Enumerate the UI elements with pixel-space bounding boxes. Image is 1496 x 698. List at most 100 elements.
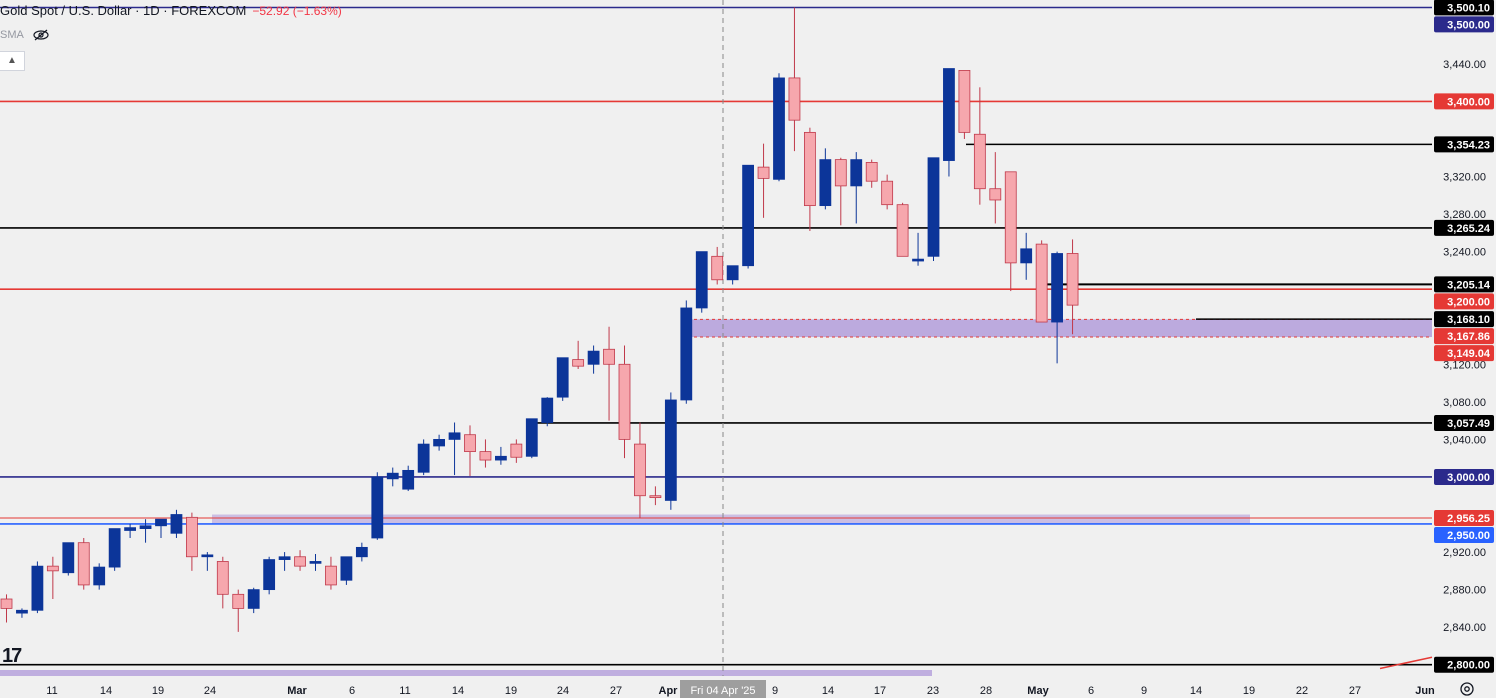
y-tick-label: 3,120.00 — [1443, 359, 1486, 371]
candle-body — [510, 443, 523, 458]
candle-body — [479, 451, 492, 461]
price-tag-label: 3,167.86 — [1447, 331, 1490, 343]
x-tick-label: 24 — [557, 685, 569, 697]
price-tag — [1434, 136, 1494, 153]
price-tag-label: 2,956.25 — [1447, 513, 1490, 525]
candle-body — [1004, 171, 1017, 264]
bottom-strip — [0, 670, 932, 676]
x-tick-label: 24 — [204, 685, 216, 697]
candle-body — [525, 418, 538, 457]
eye-off-icon[interactable] — [32, 28, 50, 42]
candle-body — [634, 443, 646, 497]
price-tag — [1434, 16, 1494, 33]
settings-gear-icon[interactable] — [1458, 680, 1476, 698]
candle-body — [417, 443, 430, 473]
y-tick-label: 3,280.00 — [1443, 209, 1486, 221]
x-tick-label: 11 — [46, 685, 57, 697]
candle-body — [294, 556, 306, 567]
x-tick-label: Apr — [659, 685, 679, 697]
candle-body — [680, 307, 693, 401]
price-tag — [1434, 328, 1494, 345]
candle-body — [325, 565, 337, 586]
candle-body — [1051, 253, 1063, 323]
candle-body — [464, 434, 476, 453]
candle-body — [0, 598, 13, 609]
x-tick-label: 14 — [1190, 685, 1202, 697]
y-tick-label: 2,880.00 — [1443, 585, 1486, 597]
candle-body — [572, 359, 585, 367]
candle-body — [726, 265, 739, 281]
trend-line — [1379, 656, 1433, 670]
x-tick-label: 14 — [100, 685, 112, 697]
candle-body — [927, 157, 940, 257]
y-tick-label: 2,840.00 — [1443, 622, 1486, 634]
tradingview-logo[interactable]: 17 — [2, 645, 22, 667]
candle-body — [850, 159, 863, 187]
price-tag-label: 3,354.23 — [1447, 139, 1490, 151]
candle-body — [355, 546, 368, 558]
candle-body — [124, 527, 136, 531]
candle-body — [896, 204, 909, 257]
symbol-title[interactable]: Gold Spot / U.S. Dollar · 1D · FOREXCOM — [0, 3, 247, 18]
x-tick-label: 27 — [610, 685, 622, 697]
price-tag-label: 2,950.00 — [1447, 530, 1490, 542]
candle-body — [448, 432, 461, 440]
x-tick-label: 9 — [1141, 685, 1147, 697]
x-tick-label: 22 — [1296, 685, 1308, 697]
support-zone — [688, 319, 1432, 338]
price-tag — [1434, 468, 1494, 485]
sma-indicator-label[interactable]: SMA — [0, 29, 24, 41]
candle-body — [603, 348, 615, 365]
price-tag — [1434, 345, 1494, 362]
candle-body — [216, 561, 229, 595]
price-tag — [1434, 0, 1494, 16]
price-tag-label: 3,265.24 — [1447, 223, 1491, 235]
price-tag-label: 3,200.00 — [1447, 296, 1490, 308]
price-tag-label: 3,168.10 — [1447, 314, 1490, 326]
candle-body — [108, 528, 121, 568]
candle-body — [247, 589, 260, 609]
candle-body — [865, 162, 878, 182]
candle-body — [618, 363, 631, 440]
y-tick-label: 3,440.00 — [1443, 59, 1486, 71]
candle-body — [433, 438, 446, 447]
x-tick-label: May — [1027, 685, 1049, 697]
x-tick-label: 6 — [1088, 685, 1094, 697]
price-tag — [1434, 510, 1494, 527]
candle-body — [263, 559, 276, 591]
candle-body — [742, 164, 754, 267]
price-tag-label: 3,500.10 — [1447, 2, 1490, 14]
price-tag-label: 3,149.04 — [1447, 348, 1491, 360]
price-tag — [1434, 219, 1494, 236]
symbol-header[interactable]: Gold Spot / U.S. Dollar · 1D · FOREXCOM −… — [0, 3, 342, 18]
candle-body — [185, 516, 198, 558]
price-tag-label: 3,057.49 — [1447, 418, 1490, 430]
y-tick-label: 2,920.00 — [1443, 547, 1486, 559]
price-tag-label: 3,000.00 — [1447, 472, 1490, 484]
x-tick-label: 14 — [452, 685, 464, 697]
x-tick-label: 17 — [874, 685, 886, 697]
x-tick-label: 27 — [1349, 685, 1361, 697]
candle-body — [556, 357, 569, 398]
candles-group — [0, 7, 1079, 632]
candle-body — [402, 469, 415, 490]
candle-body — [46, 565, 59, 572]
candle-body — [278, 556, 291, 560]
candle-body — [1066, 253, 1079, 306]
x-tick-label: Mar — [287, 685, 307, 697]
lower-zone — [212, 514, 1250, 524]
x-tick-label: 19 — [1243, 685, 1255, 697]
price-tag-label: 3,400.00 — [1447, 96, 1490, 108]
candle-body — [201, 554, 214, 558]
price-tag — [1434, 527, 1494, 544]
candle-body — [881, 180, 894, 206]
y-tick-label: 3,240.00 — [1443, 247, 1486, 259]
candle-body — [93, 566, 106, 586]
chevron-up-icon[interactable]: ▲ — [0, 51, 25, 71]
price-tag — [1434, 293, 1494, 310]
candle-body — [989, 188, 1002, 201]
candle-body — [587, 350, 600, 365]
y-tick-label: 3,080.00 — [1443, 397, 1486, 409]
